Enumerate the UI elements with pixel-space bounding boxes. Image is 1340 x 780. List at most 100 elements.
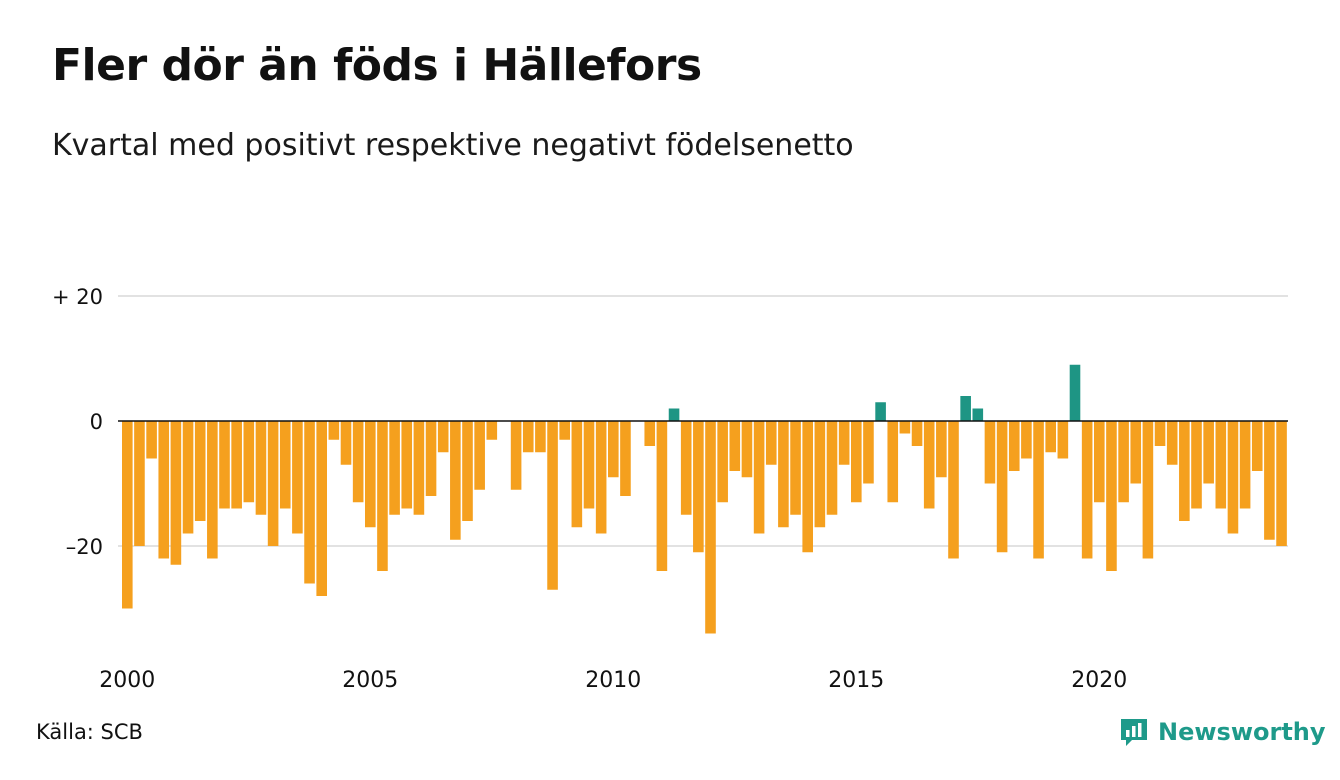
bar-negative bbox=[474, 421, 485, 490]
bar-positive bbox=[960, 396, 971, 421]
bar-negative bbox=[1227, 421, 1239, 534]
bar-negative bbox=[1251, 421, 1263, 471]
y-axis-labels: + 20 0 –20 bbox=[52, 285, 103, 559]
brand-logo: Newsworthy bbox=[1118, 712, 1326, 752]
bar-negative bbox=[292, 421, 303, 534]
bar-negative bbox=[279, 421, 291, 509]
bar-negative bbox=[1094, 421, 1105, 503]
bar-negative bbox=[1142, 421, 1154, 559]
x-tick-label: 2020 bbox=[1071, 668, 1127, 693]
bar-negative bbox=[425, 421, 437, 496]
bar-negative bbox=[680, 421, 692, 515]
bar-negative bbox=[328, 421, 340, 440]
bar-negative bbox=[231, 421, 242, 509]
bar-negative bbox=[462, 421, 473, 521]
bar-negative bbox=[1191, 421, 1202, 509]
bar-positive bbox=[668, 408, 680, 421]
bar-negative bbox=[693, 421, 704, 553]
chart-subtitle: Kvartal med positivt respektive negativt… bbox=[52, 128, 854, 163]
bar-negative bbox=[656, 421, 668, 571]
bar-negative bbox=[401, 421, 413, 509]
bar-negative bbox=[1106, 421, 1117, 571]
bar-negative bbox=[571, 421, 583, 528]
bar-negative bbox=[1021, 421, 1032, 459]
bar-positive bbox=[875, 402, 886, 421]
bar-negative bbox=[802, 421, 813, 553]
bar-negative bbox=[826, 421, 838, 515]
bar-negative bbox=[851, 421, 862, 503]
bar-negative bbox=[1008, 421, 1020, 471]
bar-negative bbox=[267, 421, 279, 546]
bar-negative bbox=[547, 421, 558, 590]
bar-negative bbox=[510, 421, 522, 490]
bar-negative bbox=[352, 421, 364, 503]
bar-negative bbox=[1215, 421, 1227, 509]
bar-negative bbox=[814, 421, 826, 528]
bar-negative bbox=[146, 421, 157, 459]
bar-negative bbox=[450, 421, 461, 540]
bar-negative bbox=[207, 421, 218, 559]
bar-negative bbox=[595, 421, 607, 534]
bar-negative bbox=[1166, 421, 1178, 465]
bar-negative bbox=[340, 421, 352, 465]
bar-negative bbox=[134, 421, 145, 546]
bar-negative bbox=[863, 421, 874, 484]
x-tick-label: 2000 bbox=[99, 668, 155, 693]
bar-negative bbox=[1264, 421, 1275, 540]
bar-negative bbox=[911, 421, 923, 446]
bar-negative bbox=[644, 421, 656, 446]
bar-negative bbox=[389, 421, 400, 515]
bar-positive bbox=[972, 408, 984, 421]
bar-negative bbox=[194, 421, 206, 521]
bar-negative bbox=[377, 421, 388, 571]
bar-negative bbox=[923, 421, 935, 509]
bar-negative bbox=[1033, 421, 1044, 559]
bar-negative bbox=[984, 421, 996, 484]
bar-negative bbox=[437, 421, 449, 453]
bar-negative bbox=[899, 421, 911, 434]
bar-negative bbox=[741, 421, 753, 478]
x-axis-labels: 2000 2005 2010 2015 2020 bbox=[99, 668, 1127, 693]
bar-negative bbox=[717, 421, 728, 503]
bar-negative bbox=[1179, 421, 1190, 521]
source-note: Källa: SCB bbox=[36, 720, 143, 744]
bar-negative bbox=[1203, 421, 1214, 484]
bar-negative bbox=[790, 421, 801, 515]
newsworthy-logo-icon bbox=[1121, 719, 1147, 746]
bar-negative bbox=[1276, 421, 1287, 546]
bar-negative bbox=[522, 421, 534, 453]
bar-negative bbox=[559, 421, 570, 440]
bar-negative bbox=[753, 421, 765, 534]
chart-title: Fler dör än föds i Hällefors bbox=[52, 40, 702, 91]
bar-negative bbox=[365, 421, 376, 528]
bar-negative bbox=[729, 421, 741, 471]
bar-negative bbox=[1045, 421, 1056, 453]
bar-negative bbox=[1057, 421, 1069, 459]
bar-negative bbox=[219, 421, 230, 509]
bar-negative bbox=[765, 421, 777, 465]
bar-negative bbox=[996, 421, 1008, 553]
bar-negative bbox=[1239, 421, 1251, 509]
bar-negative bbox=[413, 421, 425, 515]
bar-negative bbox=[1130, 421, 1142, 484]
bar-negative bbox=[182, 421, 194, 534]
bar-positive bbox=[1069, 364, 1081, 421]
bar-negative bbox=[243, 421, 255, 503]
bar-negative bbox=[583, 421, 595, 509]
bar-negative bbox=[620, 421, 631, 496]
bar-negative bbox=[304, 421, 315, 584]
bar-negative bbox=[936, 421, 947, 478]
y-tick-label: –20 bbox=[66, 535, 103, 559]
x-tick-label: 2010 bbox=[585, 668, 641, 693]
x-tick-label: 2015 bbox=[828, 668, 884, 693]
bar-negative bbox=[170, 421, 182, 565]
bar-negative bbox=[486, 421, 498, 440]
bar-negative bbox=[158, 421, 170, 559]
bar-negative bbox=[1154, 421, 1166, 446]
y-tick-label: + 20 bbox=[52, 285, 103, 309]
bar-negative bbox=[1118, 421, 1129, 503]
bar-negative bbox=[778, 421, 789, 528]
y-tick-label: 0 bbox=[90, 410, 103, 434]
x-tick-label: 2005 bbox=[342, 668, 398, 693]
